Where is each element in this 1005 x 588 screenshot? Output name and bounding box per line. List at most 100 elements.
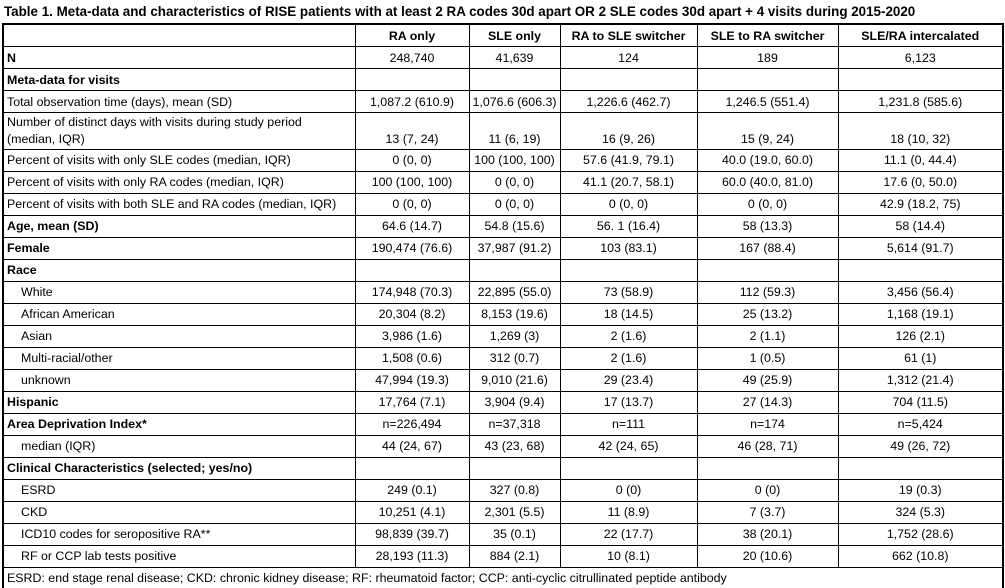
- cell-value: 1,246.5 (551.4): [696, 90, 839, 114]
- cell-value: 17 (13.7): [559, 390, 698, 414]
- cell-value: 100 (100, 100): [468, 148, 561, 172]
- cell-value: 42.9 (18.2, 75): [837, 192, 1004, 216]
- cell-value: 189: [696, 46, 839, 70]
- cell-value: [696, 456, 839, 480]
- table-row: Clinical Characteristics (selected; yes/…: [2, 456, 1004, 480]
- cell-value: 1,508 (0.6): [354, 346, 470, 370]
- cell-value: 248,740: [354, 46, 470, 70]
- cell-value: 112 (59.3): [696, 280, 839, 304]
- cell-value: 54.8 (15.6): [468, 214, 561, 238]
- cell-value: n=37,318: [468, 412, 561, 436]
- cell-value: 64.6 (14.7): [354, 214, 470, 238]
- table-row: White 174,948 (70.3) 22,895 (55.0) 73 (58.9…: [2, 280, 1004, 304]
- cell-value: [696, 68, 839, 92]
- cell-value: 22 (17.7): [559, 522, 698, 546]
- cell-value: 5,614 (91.7): [837, 236, 1004, 260]
- cell-value: 3,986 (1.6): [354, 324, 470, 348]
- row-label: Race: [2, 258, 356, 282]
- cell-value: 249 (0.1): [354, 478, 470, 502]
- table-title: Table 1. Meta-data and characteristics o…: [4, 4, 916, 19]
- cell-value: 49 (26, 72): [837, 434, 1004, 458]
- cell-value: 41,639: [468, 46, 561, 70]
- cell-value: n=5,424: [837, 412, 1004, 436]
- cell-value: 662 (10.8): [837, 544, 1004, 568]
- row-label: Female: [2, 236, 356, 260]
- cell-value: [837, 456, 1004, 480]
- table-row: ICD10 codes for seropositive RA** 98,839 …: [2, 522, 1004, 546]
- cell-value: 1 (0.5): [696, 346, 839, 370]
- cell-value: 43 (23, 68): [468, 434, 561, 458]
- column-header-ra-only: RA only: [354, 23, 470, 48]
- cell-value: 0 (0, 0): [354, 148, 470, 172]
- cell-value: 29 (23.4): [559, 368, 698, 392]
- cell-value: 19 (0.3): [837, 478, 1004, 502]
- cell-value: 1,168 (19.1): [837, 302, 1004, 326]
- cell-value: 49 (25.9): [696, 368, 839, 392]
- table-row: Hispanic 17,764 (7.1) 3,904 (9.4) 17 (13.7)…: [2, 390, 1004, 414]
- row-label: Clinical Characteristics (selected; yes/…: [2, 456, 356, 480]
- cell-value: 17.6 (0, 50.0): [837, 170, 1004, 194]
- cell-value: 190,474 (76.6): [354, 236, 470, 260]
- cell-value: 37,987 (91.2): [468, 236, 561, 260]
- cell-value: [559, 68, 698, 92]
- table-row: Race: [2, 258, 1004, 282]
- column-header-blank: [2, 23, 356, 48]
- cell-value: 41.1 (20.7, 58.1): [559, 170, 698, 194]
- cell-value: 20,304 (8.2): [354, 302, 470, 326]
- cell-value: 58 (14.4): [837, 214, 1004, 238]
- cell-value: n=111: [559, 412, 698, 436]
- table-row: unknown 47,994 (19.3) 9,010 (21.6) 29 (23.4…: [2, 368, 1004, 392]
- cell-value: 25 (13.2): [696, 302, 839, 326]
- column-header-intercalated: SLE/RA intercalated: [837, 23, 1004, 48]
- cell-value: [559, 456, 698, 480]
- cell-value: 11 (6, 19): [468, 112, 561, 150]
- cell-value: 40.0 (19.0, 60.0): [696, 148, 839, 172]
- cell-value: 35 (0.1): [468, 522, 561, 546]
- cell-value: 42 (24, 65): [559, 434, 698, 458]
- table-footnotes: ESRD: end stage renal disease; CKD: chro…: [2, 566, 1004, 588]
- cell-value: 1,076.6 (606.3): [468, 90, 561, 114]
- cell-value: 100 (100, 100): [354, 170, 470, 194]
- cell-value: 312 (0.7): [468, 346, 561, 370]
- table-row: Meta-data for visits: [2, 68, 1004, 92]
- cell-value: 7 (3.7): [696, 500, 839, 524]
- cell-value: 61 (1): [837, 346, 1004, 370]
- cell-value: 2 (1.1): [696, 324, 839, 348]
- cell-value: [559, 258, 698, 282]
- cell-value: 167 (88.4): [696, 236, 839, 260]
- cell-value: 47,994 (19.3): [354, 368, 470, 392]
- row-label: unknown: [2, 368, 356, 392]
- row-label: Number of distinct days with visits duri…: [2, 112, 356, 150]
- cell-value: 9,010 (21.6): [468, 368, 561, 392]
- cell-value: n=174: [696, 412, 839, 436]
- characteristics-table: RA only SLE only RA to SLE switcher SLE …: [2, 23, 1004, 588]
- row-label: Percent of visits with only SLE codes (m…: [2, 148, 356, 172]
- table-row: Total observation time (days), mean (SD)…: [2, 90, 1004, 114]
- cell-value: [468, 456, 561, 480]
- cell-value: 2 (1.6): [559, 324, 698, 348]
- cell-value: 3,904 (9.4): [468, 390, 561, 414]
- row-label: Hispanic: [2, 390, 356, 414]
- row-label: Asian: [2, 324, 356, 348]
- cell-value: 126 (2.1): [837, 324, 1004, 348]
- row-label: Age, mean (SD): [2, 214, 356, 238]
- column-header-sle-only: SLE only: [468, 23, 561, 48]
- row-label: African American: [2, 302, 356, 326]
- cell-value: 98,839 (39.7): [354, 522, 470, 546]
- row-label: Total observation time (days), mean (SD): [2, 90, 356, 114]
- cell-value: 6,123: [837, 46, 1004, 70]
- cell-value: 18 (10, 32): [837, 112, 1004, 150]
- cell-value: 884 (2.1): [468, 544, 561, 568]
- cell-value: 73 (58.9): [559, 280, 698, 304]
- cell-value: 46 (28, 71): [696, 434, 839, 458]
- cell-value: [354, 258, 470, 282]
- cell-value: 1,226.6 (462.7): [559, 90, 698, 114]
- footnote-abbreviations: ESRD: end stage renal disease; CKD: chro…: [2, 566, 1004, 588]
- cell-value: 18 (14.5): [559, 302, 698, 326]
- cell-value: 27 (14.3): [696, 390, 839, 414]
- cell-value: 57.6 (41.9, 79.1): [559, 148, 698, 172]
- cell-value: 0 (0, 0): [468, 192, 561, 216]
- table-row: Area Deprivation Index* n=226,494 n=37,318…: [2, 412, 1004, 436]
- cell-value: 1,752 (28.6): [837, 522, 1004, 546]
